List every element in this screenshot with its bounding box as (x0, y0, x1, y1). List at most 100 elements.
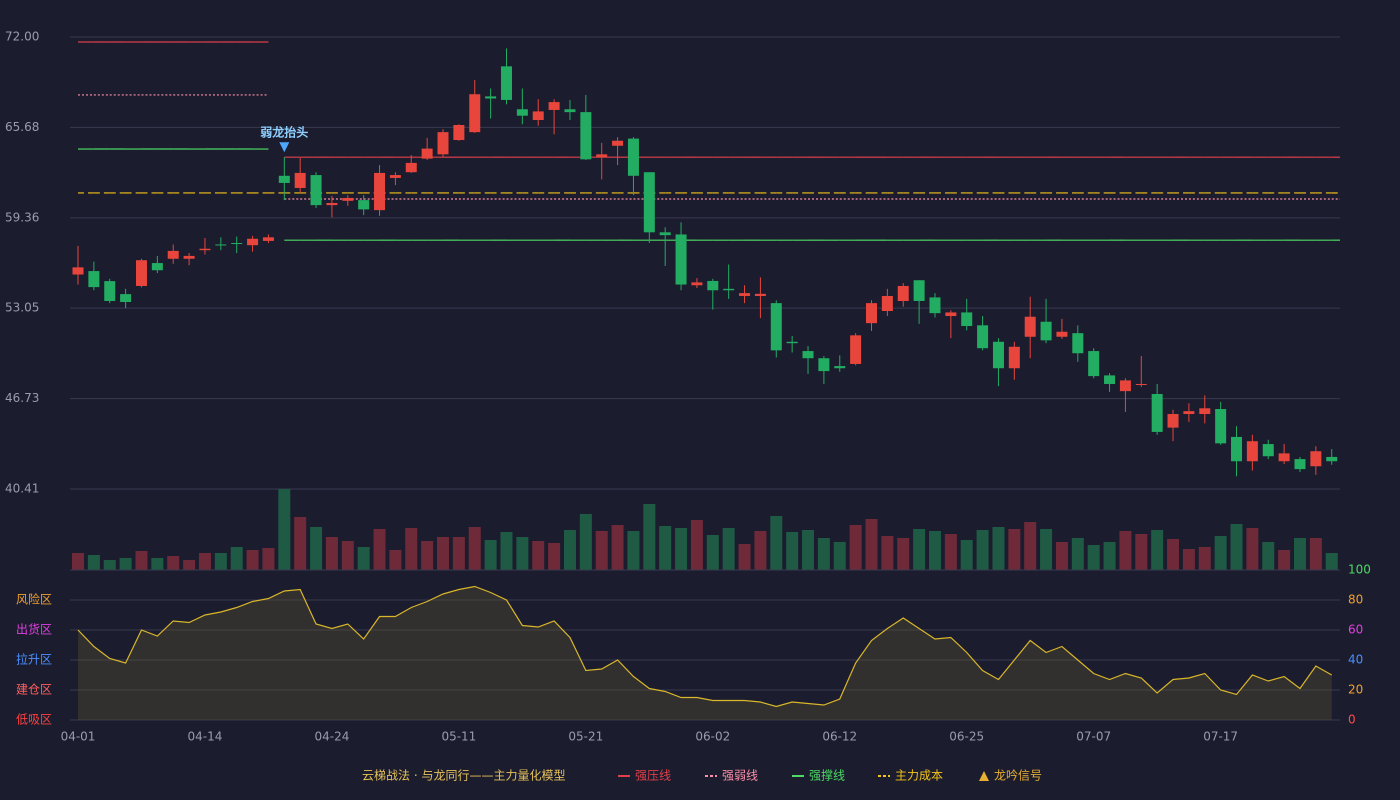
candle-body (294, 172, 306, 188)
volume-bar (802, 530, 815, 570)
volume-bar (389, 550, 402, 570)
volume-bar (1071, 538, 1084, 570)
legend-label: 强弱线 (722, 769, 758, 783)
volume-bar (1214, 536, 1227, 570)
candle-body (961, 312, 973, 327)
volume-bar (928, 531, 941, 570)
legend-label: 强压线 (635, 769, 671, 783)
volume-bar (72, 553, 84, 570)
x-tick-label: 05-11 (441, 730, 476, 744)
volume-bar (865, 519, 878, 570)
volume-bar (833, 542, 846, 570)
volume-bar (1293, 538, 1306, 570)
signal-arrow (279, 142, 290, 153)
candle-body (72, 267, 84, 275)
volume-bar (373, 529, 386, 570)
volume-bar (214, 553, 227, 570)
candle-body (1262, 444, 1274, 457)
candle-body (866, 303, 877, 324)
zone-label: 建仓区 (16, 683, 52, 697)
volume-bar (532, 541, 545, 570)
candle-body (1183, 411, 1195, 415)
volume-bar (484, 540, 497, 570)
candle-body (612, 140, 624, 146)
y-tick-label: 72.00 (5, 30, 39, 44)
volume-bar (817, 538, 830, 570)
candle-body (358, 200, 370, 210)
volume-bar (960, 540, 973, 570)
candle-body (564, 109, 576, 113)
volume-bar (1325, 553, 1338, 570)
candle-body (516, 109, 528, 116)
volume-bar (1230, 524, 1243, 570)
candle-body (691, 282, 703, 286)
volume-bar (563, 530, 576, 570)
candle-body (1151, 393, 1163, 432)
volume-bar (1103, 542, 1116, 570)
candle-body (850, 335, 862, 364)
volume-bar (341, 541, 354, 570)
candle-body (754, 293, 766, 296)
volume-bar (1008, 529, 1021, 570)
candle-body (278, 175, 290, 183)
candle-body (1119, 380, 1131, 392)
volume-bar (167, 556, 180, 570)
y2-tick-label: 60 (1348, 623, 1363, 637)
candle-body (897, 285, 909, 301)
volume-bar (738, 544, 751, 570)
volume-bar (1246, 528, 1259, 570)
candle-body (580, 112, 592, 160)
candle-body (1056, 331, 1068, 337)
volume-bar (1262, 542, 1275, 570)
x-tick-label: 07-07 (1076, 730, 1111, 744)
candle-body (389, 175, 401, 178)
candle-body (104, 281, 116, 301)
volume-bar (437, 537, 450, 570)
candle-body (247, 238, 259, 246)
candle-body (135, 260, 147, 286)
volume-bar (675, 528, 688, 570)
candle-body (723, 288, 735, 291)
candle-body (1310, 451, 1322, 467)
candle-body (469, 94, 481, 133)
candle-body (1135, 383, 1147, 385)
zone-label: 风险区 (16, 592, 52, 607)
volume-bar (1119, 531, 1132, 570)
candle-body (1278, 453, 1290, 462)
volume-bar (548, 543, 561, 570)
candle-body (770, 303, 782, 351)
y2-tick-label: 100 (1348, 563, 1371, 577)
candle-body (992, 341, 1004, 369)
volume-bar (357, 547, 370, 570)
volume-bar (897, 538, 910, 570)
candle-body (374, 172, 386, 211)
volume-bar (183, 560, 196, 570)
x-tick-label: 04-14 (188, 730, 223, 744)
y-tick-label: 59.36 (5, 210, 39, 224)
candle-body (310, 175, 322, 206)
volume-bar (944, 534, 957, 570)
candle-body (1104, 375, 1116, 384)
volume-bar (230, 547, 243, 570)
volume-bar (706, 535, 719, 570)
candle-body (929, 297, 941, 314)
y-tick-label: 65.68 (5, 120, 39, 134)
volume-bar (849, 525, 862, 570)
candle-body (945, 312, 957, 317)
volume-bar (1151, 530, 1164, 570)
candle-body (88, 271, 100, 288)
volume-bar (421, 541, 434, 570)
volume-bar (881, 536, 894, 570)
indicator-line (77, 585, 1333, 708)
volume-bar (500, 532, 513, 570)
volume-bar (754, 531, 767, 570)
volume-bar (770, 516, 783, 570)
volume-bar (119, 558, 132, 570)
candle-body (643, 172, 655, 233)
volume-bar (579, 514, 592, 570)
candle-body (596, 154, 608, 158)
candle-body (421, 148, 433, 159)
candle-body (405, 162, 417, 173)
volume-bar (1278, 550, 1291, 570)
